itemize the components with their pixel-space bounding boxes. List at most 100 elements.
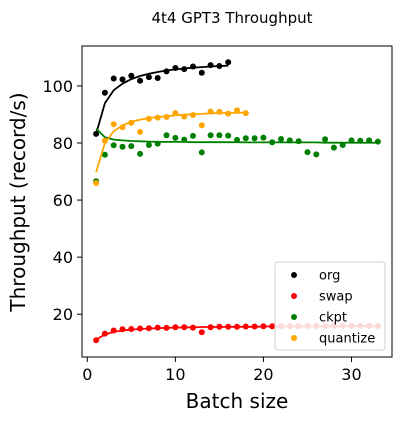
series-swap-point bbox=[172, 324, 179, 331]
series-ckpt-point bbox=[322, 136, 329, 143]
series-swap-point bbox=[260, 323, 267, 330]
series-swap-point bbox=[216, 323, 223, 330]
series-swap-point bbox=[181, 324, 188, 331]
series-quantize-point bbox=[154, 114, 161, 121]
plot-area bbox=[93, 59, 381, 344]
axis-ticks: 0 10 20 30 20 40 60 80 100 bbox=[42, 77, 361, 384]
series-ckpt-point bbox=[172, 134, 179, 141]
series-ckpt-point bbox=[137, 150, 144, 157]
series-quantize-point bbox=[137, 128, 144, 135]
series-swap-point bbox=[269, 323, 276, 330]
series-org-point bbox=[137, 77, 144, 84]
series-org-point bbox=[119, 76, 126, 83]
series-swap-point bbox=[128, 326, 135, 332]
series-swap-point bbox=[225, 323, 232, 330]
series-ckpt-point bbox=[304, 149, 311, 156]
series-quantize-point bbox=[225, 110, 232, 117]
series-ckpt-point bbox=[110, 142, 117, 149]
series-ckpt-point bbox=[339, 142, 346, 148]
series-quantize-point bbox=[172, 110, 179, 117]
series-swap-point bbox=[145, 325, 152, 332]
x-tick-label: 20 bbox=[253, 365, 273, 384]
y-tick-label: 20 bbox=[53, 305, 73, 324]
series-ckpt-point bbox=[225, 132, 232, 139]
series-swap-point bbox=[119, 326, 126, 333]
series-quantize-point bbox=[110, 121, 117, 128]
legend-label-quantize: quantize bbox=[319, 332, 375, 347]
series-quantize-point bbox=[198, 122, 205, 129]
series-swap-point bbox=[163, 324, 170, 331]
series-ckpt-point bbox=[216, 132, 223, 139]
series-org-point bbox=[101, 89, 108, 96]
series-ckpt-point bbox=[286, 137, 293, 144]
series-org-point bbox=[216, 63, 223, 69]
series-swap-point bbox=[93, 337, 100, 344]
series-org-point bbox=[207, 62, 214, 69]
series-swap-point bbox=[207, 324, 214, 331]
series-ckpt-point bbox=[190, 132, 196, 139]
series-ckpt-point bbox=[295, 138, 302, 145]
plot-frame bbox=[81, 45, 393, 358]
y-tick-label: 60 bbox=[53, 191, 73, 210]
series-ckpt-point bbox=[374, 138, 381, 145]
series-swap-point bbox=[251, 323, 258, 330]
legend-marker-swap bbox=[291, 293, 297, 299]
x-tick-label: 0 bbox=[82, 365, 92, 384]
legend-box bbox=[274, 261, 386, 351]
legend-label-org: org bbox=[319, 269, 340, 284]
series-swap-point bbox=[154, 324, 161, 331]
series-quantize-point bbox=[234, 107, 240, 114]
series-org-point bbox=[198, 69, 205, 76]
series-org-point bbox=[190, 63, 196, 70]
series-org-point bbox=[181, 66, 188, 73]
y-axis-label: Throughput (record/s) bbox=[6, 92, 30, 312]
series-ckpt-point bbox=[154, 140, 161, 147]
series-org-point bbox=[128, 72, 135, 79]
series-org-point bbox=[145, 74, 152, 81]
series-swap-point bbox=[242, 323, 249, 330]
series-quantize-point bbox=[216, 108, 223, 115]
series-quantize-point bbox=[207, 108, 214, 115]
series-ckpt-point bbox=[313, 151, 320, 158]
series-ckpt-point bbox=[181, 136, 188, 143]
series-ckpt-point bbox=[366, 137, 373, 144]
series-swap-point bbox=[234, 323, 240, 330]
legend-label-ckpt: ckpt bbox=[319, 311, 347, 326]
y-tick-label: 100 bbox=[42, 77, 73, 96]
series-quantize-point bbox=[128, 119, 135, 126]
legend-marker-quantize bbox=[291, 335, 297, 341]
series-quantize-point bbox=[145, 115, 152, 122]
series-ckpt-point bbox=[163, 132, 170, 139]
series-org-point bbox=[110, 75, 117, 82]
chart-title: 4t4 GPT3 Throughput bbox=[151, 9, 312, 27]
series-quantize-point bbox=[181, 113, 188, 120]
series-swap-point bbox=[137, 325, 144, 332]
series-quantize-point bbox=[93, 180, 100, 186]
series-ckpt-point bbox=[198, 149, 205, 156]
series-swap-point bbox=[101, 330, 108, 337]
series-ckpt-point bbox=[357, 137, 364, 144]
series-ckpt-point bbox=[251, 135, 258, 142]
series-swap-point bbox=[198, 329, 205, 336]
series-ckpt-point bbox=[269, 139, 276, 146]
legend-marker-org bbox=[291, 272, 297, 278]
series-quantize-point bbox=[119, 124, 126, 131]
series-ckpt-point bbox=[145, 142, 152, 148]
y-tick-label: 80 bbox=[53, 134, 73, 153]
series-ckpt-point bbox=[119, 143, 126, 150]
series-quantize-point bbox=[190, 112, 196, 118]
series-ckpt-point bbox=[101, 151, 108, 158]
series-swap-point bbox=[190, 324, 196, 331]
y-tick-label: 40 bbox=[53, 248, 73, 267]
series-org-point bbox=[154, 75, 161, 81]
series-ckpt-point bbox=[207, 132, 214, 139]
series-quantize-point bbox=[163, 114, 170, 120]
series-org-point bbox=[172, 65, 179, 71]
series-swap-point bbox=[110, 327, 117, 334]
series-ckpt-point bbox=[330, 144, 337, 151]
legend-label-swap: swap bbox=[319, 290, 353, 305]
series-org-point bbox=[93, 130, 100, 137]
series-ckpt-point bbox=[242, 135, 249, 142]
series-quantize-point bbox=[242, 110, 249, 117]
